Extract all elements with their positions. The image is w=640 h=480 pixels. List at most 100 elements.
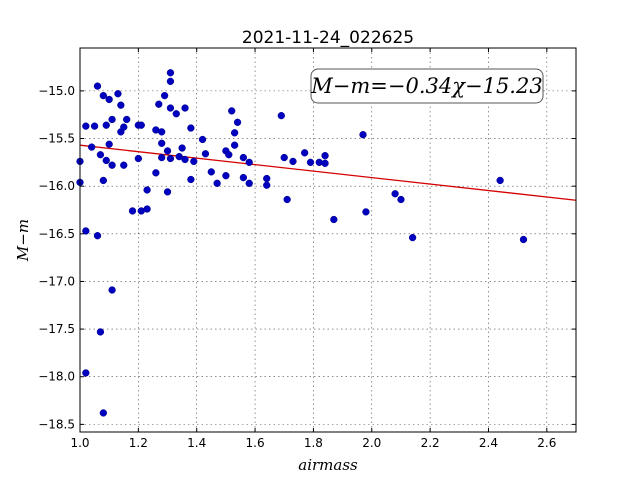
x-axis-label: airmass xyxy=(298,456,358,474)
data-point xyxy=(163,188,172,196)
y-tick-label: −18.5 xyxy=(38,417,75,431)
x-tick-label: 2.4 xyxy=(479,436,498,450)
data-point xyxy=(225,151,233,159)
data-point xyxy=(277,112,285,120)
data-point xyxy=(166,69,175,77)
data-point xyxy=(82,227,90,235)
data-point xyxy=(134,154,143,163)
data-point xyxy=(143,205,151,213)
data-point xyxy=(283,195,291,204)
data-point xyxy=(190,157,198,166)
data-point xyxy=(362,208,370,216)
fit-equation-annotation: M−m=−0.34χ−15.23 xyxy=(310,68,544,104)
data-point xyxy=(93,82,102,90)
x-tick-label: 1.6 xyxy=(246,436,265,450)
data-point xyxy=(108,286,116,294)
data-point xyxy=(306,158,315,166)
data-point xyxy=(187,124,195,132)
data-point xyxy=(222,172,230,180)
data-point xyxy=(391,190,399,198)
data-point xyxy=(263,174,271,183)
data-point xyxy=(239,153,248,162)
data-point xyxy=(158,153,166,162)
data-point xyxy=(213,179,221,187)
y-axis-ticks: −15.0 −15.5 −16.0 −16.5 −17.0 −17.5 −18.0 −18.5 xyxy=(38,84,576,431)
data-point xyxy=(166,154,175,163)
data-point xyxy=(99,176,107,185)
data-point xyxy=(108,115,116,124)
data-point xyxy=(152,169,160,177)
y-tick-label: −18.0 xyxy=(38,370,75,384)
annotation-text: M−m=−0.34χ−15.23 xyxy=(310,74,542,98)
plot-frame xyxy=(79,47,577,433)
data-point xyxy=(120,123,128,131)
x-axis-ticks: 1.0 1.2 1.4 1.6 1.8 2.0 2.2 2.4 2.6 xyxy=(70,48,556,450)
data-point xyxy=(239,173,248,182)
x-tick-label: 1.4 xyxy=(187,436,206,450)
data-point xyxy=(137,121,145,129)
y-tick-label: −17.5 xyxy=(38,322,75,336)
data-point xyxy=(108,161,116,169)
data-point xyxy=(263,181,271,189)
x-tick-label: 1.2 xyxy=(129,436,148,450)
data-point xyxy=(82,369,90,377)
data-point xyxy=(99,91,107,100)
data-point xyxy=(289,157,297,166)
data-point xyxy=(230,141,239,149)
data-point xyxy=(114,90,122,98)
data-point xyxy=(82,122,90,130)
data-point xyxy=(245,179,253,187)
data-point xyxy=(408,233,417,242)
x-tick-label: 2.6 xyxy=(537,436,556,450)
data-point xyxy=(105,95,113,104)
data-point xyxy=(90,122,99,130)
data-points xyxy=(76,69,528,417)
y-tick-label: −15.0 xyxy=(38,84,75,98)
data-point xyxy=(102,121,110,129)
data-point xyxy=(96,328,105,336)
data-point xyxy=(128,207,137,215)
data-point xyxy=(123,115,131,124)
data-point xyxy=(143,186,151,194)
data-point xyxy=(158,139,166,147)
data-point xyxy=(198,135,207,144)
data-point xyxy=(359,131,367,139)
data-point xyxy=(397,195,405,204)
data-point xyxy=(175,152,183,161)
data-point xyxy=(321,152,329,160)
data-point xyxy=(519,235,528,244)
data-point xyxy=(105,140,113,148)
data-point xyxy=(228,107,236,115)
grid xyxy=(79,48,576,432)
y-tick-label: −16.5 xyxy=(38,227,75,241)
data-point xyxy=(301,149,309,157)
data-point xyxy=(330,215,338,224)
x-tick-label: 1.0 xyxy=(70,436,89,450)
data-point xyxy=(93,232,102,240)
data-point xyxy=(187,175,195,184)
data-point xyxy=(201,150,210,158)
data-point xyxy=(181,104,189,112)
data-point xyxy=(207,168,215,176)
data-point xyxy=(99,409,107,417)
x-tick-label: 2.0 xyxy=(362,436,381,450)
x-tick-label: 1.8 xyxy=(304,436,323,450)
data-point xyxy=(321,159,329,167)
data-point xyxy=(245,158,253,166)
data-point xyxy=(96,151,105,159)
data-point xyxy=(158,128,166,136)
data-point xyxy=(160,91,169,100)
data-point xyxy=(178,144,186,152)
y-axis-label: M−m xyxy=(14,219,32,262)
data-point xyxy=(166,104,175,112)
y-tick-label: −16.0 xyxy=(38,179,75,193)
chart-title: 2021-11-24_022625 xyxy=(242,28,414,48)
data-point xyxy=(230,129,239,137)
data-point xyxy=(233,118,242,126)
y-tick-label: −17.0 xyxy=(38,274,75,288)
data-point xyxy=(181,155,189,164)
data-point xyxy=(496,176,504,185)
annotation-box xyxy=(310,68,544,104)
data-point xyxy=(155,100,163,108)
